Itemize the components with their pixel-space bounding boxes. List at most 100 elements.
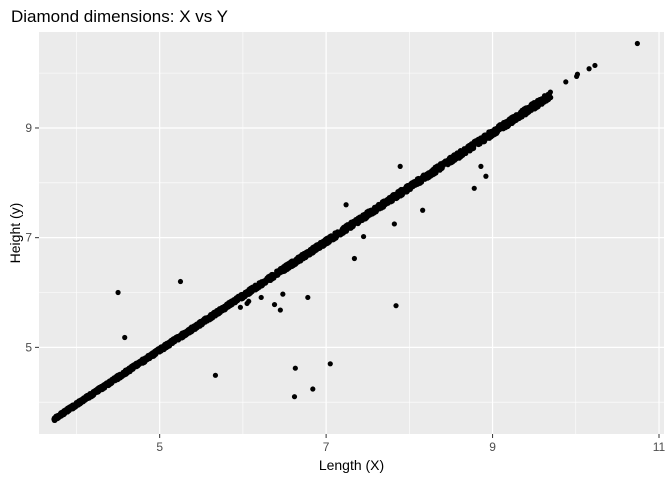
- data-point: [447, 156, 453, 162]
- data-point: [122, 334, 128, 341]
- data-point: [412, 182, 418, 188]
- data-point: [501, 120, 508, 127]
- data-point: [244, 300, 250, 307]
- data-point: [592, 62, 598, 69]
- data-point: [85, 393, 91, 399]
- data-point: [586, 66, 592, 72]
- data-point: [395, 193, 401, 199]
- data-point: [525, 108, 531, 114]
- data-point: [461, 149, 467, 155]
- y-axis-title: Height (y): [7, 203, 23, 264]
- data-point: [362, 216, 368, 222]
- data-point: [269, 276, 275, 282]
- data-point: [508, 119, 515, 125]
- x-tick-label: 11: [653, 440, 666, 454]
- data-point: [563, 79, 569, 85]
- data-point: [348, 221, 354, 228]
- data-point: [397, 163, 403, 169]
- data-point: [379, 203, 386, 209]
- data-point: [280, 291, 286, 297]
- data-point: [292, 365, 298, 371]
- data-point: [276, 270, 283, 276]
- data-point: [321, 241, 327, 247]
- data-point: [417, 176, 423, 182]
- y-tick-label: 9: [25, 121, 32, 135]
- data-point: [177, 333, 183, 339]
- data-point: [305, 294, 311, 301]
- data-point: [307, 251, 313, 257]
- data-point: [329, 234, 335, 240]
- plot-panel: [39, 32, 664, 434]
- data-point: [534, 103, 540, 110]
- data-point: [277, 307, 283, 313]
- data-point: [475, 141, 482, 148]
- data-point: [495, 124, 502, 130]
- data-point: [368, 208, 374, 214]
- data-point: [343, 202, 349, 208]
- data-point: [258, 294, 264, 301]
- data-point: [520, 112, 527, 118]
- data-point: [214, 308, 220, 315]
- data-point: [494, 130, 500, 136]
- data-point: [420, 207, 426, 213]
- data-point: [177, 278, 184, 285]
- axis-ticks: 5 7 9 11 5 7 9: [25, 121, 665, 454]
- data-point: [182, 332, 188, 339]
- data-point: [393, 303, 399, 309]
- data-point: [227, 299, 234, 305]
- data-point: [237, 304, 243, 310]
- data-point: [121, 371, 127, 377]
- x-axis-title: Length (X): [319, 457, 384, 473]
- data-point: [133, 362, 140, 368]
- data-point: [78, 398, 84, 404]
- data-point: [204, 318, 210, 324]
- data-point: [396, 189, 402, 195]
- data-point: [149, 352, 156, 358]
- data-point: [72, 402, 79, 408]
- data-point: [62, 409, 68, 415]
- data-point: [456, 155, 462, 161]
- data-point: [56, 413, 62, 419]
- data-points: [51, 40, 640, 423]
- data-point: [443, 159, 450, 165]
- data-point: [310, 386, 316, 392]
- chart-title: Diamond dimensions: X vs Y: [11, 7, 228, 26]
- data-point: [163, 344, 169, 350]
- x-tick-label: 5: [156, 440, 163, 454]
- data-point: [451, 157, 457, 163]
- data-point: [483, 173, 489, 179]
- data-point: [327, 361, 333, 367]
- data-point: [271, 301, 278, 308]
- data-point: [500, 125, 506, 132]
- data-point: [220, 304, 226, 310]
- data-point: [574, 73, 580, 80]
- data-point: [468, 142, 474, 148]
- data-point: [244, 290, 250, 296]
- data-point: [171, 338, 177, 344]
- data-point: [297, 256, 303, 262]
- x-tick-label: 7: [323, 440, 330, 454]
- data-point: [129, 363, 136, 370]
- data-point: [291, 394, 298, 400]
- data-point: [108, 378, 114, 384]
- data-point: [634, 40, 640, 47]
- data-point: [339, 229, 346, 235]
- data-point: [422, 172, 429, 179]
- data-point: [212, 313, 219, 319]
- data-point: [541, 97, 547, 104]
- data-point: [311, 246, 318, 252]
- data-point: [186, 329, 192, 335]
- data-point: [212, 372, 219, 378]
- data-point: [232, 300, 238, 306]
- y-tick-label: 7: [25, 231, 32, 245]
- data-point: [208, 315, 214, 321]
- data-point: [156, 346, 162, 352]
- data-point: [439, 162, 445, 168]
- data-point: [65, 405, 72, 411]
- data-point: [240, 295, 246, 301]
- data-point: [258, 279, 265, 285]
- data-point: [145, 353, 152, 360]
- data-point: [106, 382, 112, 388]
- data-point: [405, 183, 411, 190]
